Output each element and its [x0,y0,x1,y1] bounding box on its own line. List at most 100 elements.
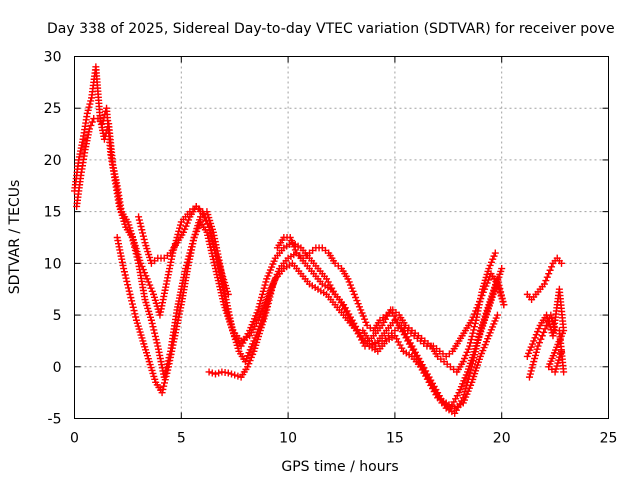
data-point [474,301,482,309]
data-point [231,371,239,379]
data-point [540,328,548,336]
data-point [473,304,481,312]
data-point [530,337,538,345]
data-point [135,213,143,221]
data-point [535,339,543,347]
data-point [468,332,476,340]
data-point [207,230,215,238]
x-tick-label: 0 [70,431,79,447]
data-point [193,227,201,235]
data-point [138,226,146,234]
data-point [353,297,361,305]
plot-frame [74,56,609,419]
data-point [560,368,568,376]
data-point [204,220,212,228]
data-point [479,288,487,296]
x-tick-label: 25 [600,431,618,447]
data-point [266,293,274,301]
data-point [135,216,143,224]
data-point [148,319,156,327]
data-point [211,370,219,378]
data-point [164,366,172,374]
y-axis-title: SDTVAR / TECUs [7,180,23,295]
data-point [268,287,276,295]
data-point [210,243,218,251]
y-tick-label: 0 [53,360,62,376]
data-point [125,287,133,295]
data-point [159,385,167,393]
data-point [136,219,144,227]
data-point [484,276,492,284]
x-tick-label: 10 [279,431,297,447]
data-point [466,339,474,347]
data-point [124,284,132,292]
data-point [558,347,566,355]
data-point [205,368,213,376]
data-point [131,243,139,251]
data-point [531,355,539,363]
data-point [85,103,93,111]
data-point [348,284,356,292]
data-point [244,363,252,371]
data-point [472,307,480,315]
data-point [87,121,95,129]
y-tick-label: 20 [44,153,62,169]
data-point [120,268,128,276]
data-point [207,233,215,241]
data-point [500,301,508,309]
data-point [160,379,168,387]
data-point [265,296,273,304]
data-point [267,290,275,298]
data-point [490,252,498,260]
data-point [264,299,272,307]
data-point [151,329,159,337]
data-point [290,243,298,251]
data-point [161,376,169,384]
data-point [247,353,255,361]
data-point [153,339,161,347]
data-point [148,287,156,295]
data-point [352,293,360,301]
data-point [462,351,470,359]
data-point [543,273,551,281]
data-point [206,226,214,234]
data-point [264,303,272,311]
data-point [535,325,543,333]
data-point [182,222,190,230]
data-point [344,275,352,283]
y-tick-label: 5 [53,308,62,324]
data-point [163,369,171,377]
data-point [469,329,477,337]
data-point [120,265,128,273]
data-point [464,345,472,353]
series-track-d [135,202,499,376]
data-point [350,290,358,298]
data-point [525,349,533,357]
data-point [526,370,534,378]
data-point [128,234,136,241]
data-point [475,298,483,306]
data-point [191,230,199,238]
y-tick-label: 25 [44,101,62,117]
data-point [162,372,170,380]
data-point [146,281,154,289]
data-point [128,297,136,305]
data-point [529,361,537,369]
data-point [489,255,497,263]
data-point [147,284,155,292]
data-point [139,232,147,240]
data-point [124,281,132,289]
data-point [246,357,254,365]
data-point [203,217,211,225]
data-point [534,328,542,336]
data-point [540,280,548,288]
data-point [181,225,189,233]
data-point [185,216,193,224]
data-point [260,284,268,292]
data-point [470,323,478,331]
data-point [532,348,540,356]
data-point [269,280,277,288]
data-point [176,224,184,232]
data-point [143,275,151,283]
data-point [268,283,276,291]
